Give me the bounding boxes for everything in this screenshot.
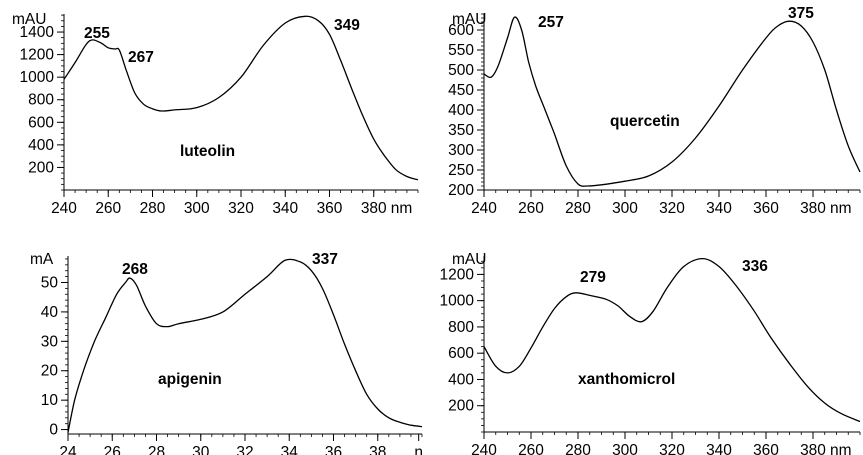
spectrum-line-luteolin	[63, 15, 419, 181]
y-tick-label: 1200	[20, 47, 55, 64]
compound-label: xanthomicrol	[578, 371, 675, 388]
x-tick-label: 280	[565, 442, 591, 455]
y-tick-label: 400	[448, 371, 474, 388]
y-tick-label: 400	[448, 102, 474, 119]
y-tick-label: 30	[41, 333, 59, 350]
chart-panel-luteolin: 200 400 600 800 1000 1200 1400 240 260 280 300 320 3…	[12, 11, 419, 217]
y-tick-label: 200	[28, 159, 54, 176]
y-unit-label: mA	[30, 251, 54, 268]
x-unit-label: nm	[830, 442, 852, 455]
x-tick-label: 320	[659, 200, 685, 217]
y-tick-label: 350	[448, 122, 474, 139]
y-tick-label: 200	[448, 398, 474, 415]
spectrum-line-quercetin	[483, 16, 861, 187]
x-tick-label: 380	[800, 442, 826, 455]
y-tick-label: 1000	[20, 69, 55, 86]
x-tick-label: 30	[192, 444, 210, 455]
y-tick-label: 200	[448, 182, 474, 199]
x-tick-label: 360	[753, 442, 779, 455]
y-tick-label: 1200	[440, 266, 475, 283]
x-tick-label: 240	[471, 442, 497, 455]
peak-label: 255	[84, 25, 110, 42]
y-tick-label: 450	[448, 82, 474, 99]
spectrum-line-xanthomicrol	[483, 257, 861, 423]
peak-label: 267	[128, 49, 154, 66]
x-tick-label: 260	[518, 442, 544, 455]
x-tick-label: 320	[228, 200, 254, 217]
chart-panel-xanthomicrol: 200 400 600 800 1000 1200 240 260 280 300 320 340 36…	[440, 251, 861, 455]
x-unit-label: nm	[830, 200, 852, 217]
x-tick-label: 360	[753, 200, 779, 217]
x-tick-label: 280	[565, 200, 591, 217]
y-tick-label: 40	[41, 304, 59, 321]
x-tick-label: 300	[612, 200, 638, 217]
x-tick-label: 28	[148, 444, 165, 455]
x-tick-label: 34	[281, 444, 299, 455]
y-tick-label: 0	[49, 422, 58, 439]
x-tick-label: 240	[471, 200, 497, 217]
peak-label: 336	[742, 258, 768, 275]
x-tick-label: 32	[236, 444, 253, 455]
y-tick-label: 600	[448, 22, 474, 39]
x-tick-label: 340	[272, 200, 298, 217]
x-tick-label: 360	[317, 200, 343, 217]
y-tick-label: 10	[41, 392, 59, 409]
compound-label: quercetin	[610, 113, 680, 130]
y-tick-label: 50	[41, 274, 59, 291]
peak-label: 279	[580, 269, 606, 286]
x-unit-label: nm	[391, 200, 413, 217]
peak-label: 268	[122, 261, 148, 278]
x-tick-label: 36	[325, 444, 342, 455]
x-tick-label: 300	[184, 200, 210, 217]
y-tick-label: 1000	[440, 293, 475, 310]
y-tick-label: 600	[28, 114, 54, 131]
y-tick-label: 500	[448, 62, 474, 79]
x-tick-label: n	[414, 444, 423, 455]
chart-panel-apigenin: 0 10 20 30 40 50 24 26 28 30 32 34 36 38 n mA 268 337 apig…	[30, 251, 423, 455]
peak-label: 257	[538, 14, 564, 31]
y-tick-label: 600	[448, 345, 474, 362]
y-unit-label: mAU	[452, 11, 486, 28]
y-tick-label: 1400	[20, 24, 55, 41]
y-tick-label: 800	[28, 92, 54, 109]
chart-panel-quercetin: 200 250 300 350 400 450 500 550 600 240 260 280 300 3…	[448, 5, 861, 217]
x-tick-label: 24	[59, 444, 77, 455]
y-tick-label: 400	[28, 137, 54, 154]
y-tick-label: 250	[448, 162, 474, 179]
y-tick-label: 800	[448, 319, 474, 336]
y-tick-label: 20	[41, 363, 59, 380]
peak-label: 375	[788, 5, 814, 22]
x-tick-label: 240	[51, 200, 77, 217]
x-tick-label: 380	[800, 200, 826, 217]
x-tick-label: 340	[706, 442, 732, 455]
x-tick-label: 260	[518, 200, 544, 217]
x-tick-label: 26	[104, 444, 121, 455]
x-tick-label: 300	[612, 442, 638, 455]
x-tick-label: 380	[361, 200, 387, 217]
y-tick-label: 300	[448, 142, 474, 159]
peak-label: 337	[312, 251, 338, 268]
compound-label: apigenin	[158, 371, 222, 388]
compound-label: luteolin	[180, 143, 235, 160]
peak-label: 349	[334, 17, 360, 34]
y-unit-label: mAU	[452, 251, 486, 268]
x-tick-label: 260	[95, 200, 121, 217]
x-tick-label: 280	[140, 200, 166, 217]
x-tick-label: 320	[659, 442, 685, 455]
x-tick-label: 38	[369, 444, 386, 455]
y-tick-label: 550	[448, 42, 474, 59]
y-unit-label: mAU	[12, 11, 46, 28]
spectrum-line-apigenin	[67, 258, 423, 433]
x-tick-label: 340	[706, 200, 732, 217]
